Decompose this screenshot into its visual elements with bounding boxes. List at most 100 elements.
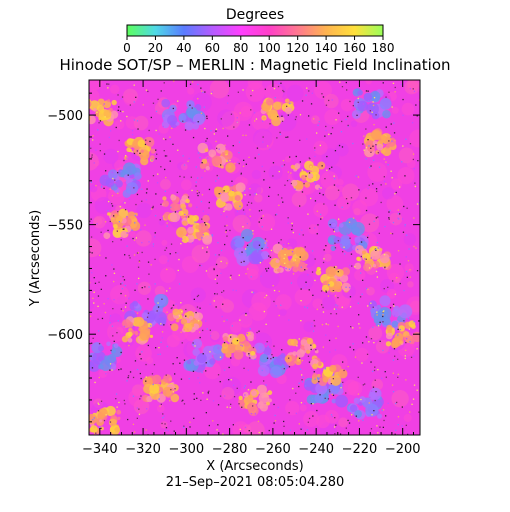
heatmap-pixel <box>258 210 261 212</box>
heatmap-cell <box>140 149 144 153</box>
heatmap-pixel <box>216 282 218 284</box>
heatmap-cell <box>199 162 206 169</box>
heatmap-pixel <box>406 338 408 340</box>
heatmap-cell <box>292 351 297 356</box>
heatmap-pixel <box>308 115 310 117</box>
heatmap-pixel <box>360 272 362 274</box>
heatmap-pixel <box>359 327 361 329</box>
heatmap-cell <box>220 165 224 169</box>
heatmap-pixel <box>109 315 112 317</box>
heatmap-pixel <box>345 392 347 394</box>
x-tick-label: −300 <box>168 442 204 457</box>
heatmap-pixel <box>300 266 302 268</box>
heatmap-pixel <box>384 267 386 269</box>
heatmap-pixel <box>357 248 359 251</box>
heatmap-pixel <box>206 328 208 330</box>
heatmap-pixel <box>132 395 135 397</box>
heatmap-pixel <box>164 155 167 157</box>
heatmap-pixel <box>180 302 182 304</box>
heatmap-pixel <box>160 323 162 325</box>
heatmap-pixel <box>92 419 94 421</box>
heatmap-pixel <box>389 209 391 212</box>
heatmap-cell <box>163 374 173 384</box>
heatmap-pixel <box>294 118 297 121</box>
heatmap-cell <box>330 375 342 386</box>
heatmap-pixel <box>107 298 109 300</box>
heatmap-pixel <box>360 241 363 243</box>
heatmap-pixel <box>416 203 419 205</box>
heatmap-cell <box>325 266 337 278</box>
heatmap-pixel <box>352 343 354 345</box>
heatmap-pixel <box>180 378 183 380</box>
heatmap-pixel <box>327 295 330 297</box>
heatmap-pixel <box>239 428 241 431</box>
heatmap-pixel <box>226 406 228 408</box>
heatmap-pixel <box>296 345 298 347</box>
heatmap-pixel <box>244 394 246 396</box>
heatmap-pixel <box>329 391 331 393</box>
heatmap-pixel <box>201 194 204 196</box>
heatmap-cell <box>94 197 112 215</box>
heatmap-pixel <box>338 218 340 220</box>
heatmap-pixel <box>322 194 324 196</box>
heatmap-cell <box>285 400 300 416</box>
heatmap-pixel <box>391 106 393 108</box>
heatmap-cell <box>378 134 388 145</box>
heatmap-pixel <box>160 341 162 343</box>
heatmap-cell <box>180 163 188 171</box>
heatmap-pixel <box>145 363 147 366</box>
heatmap-pixel <box>197 320 200 322</box>
heatmap-cell <box>113 224 118 229</box>
heatmap-pixel <box>374 366 376 368</box>
heatmap-pixel <box>316 210 318 212</box>
heatmap-pixel <box>98 281 100 283</box>
heatmap-pixel <box>261 247 263 250</box>
heatmap-cell <box>323 253 332 262</box>
heatmap-pixel <box>329 224 331 226</box>
heatmap-pixel <box>362 103 364 105</box>
heatmap-pixel <box>370 428 373 430</box>
heatmap-pixel <box>169 136 171 138</box>
heatmap-pixel <box>323 249 325 251</box>
heatmap-pixel <box>311 250 314 252</box>
heatmap-pixel <box>322 306 324 309</box>
heatmap-cell <box>365 80 372 85</box>
heatmap-pixel <box>368 145 370 147</box>
heatmap-cell <box>303 410 320 428</box>
heatmap-cell <box>224 149 229 155</box>
heatmap-pixel <box>158 347 160 349</box>
heatmap-pixel <box>182 155 184 157</box>
heatmap-pixel <box>266 270 268 272</box>
heatmap-pixel <box>383 310 385 312</box>
heatmap-pixel <box>192 342 194 344</box>
heatmap-pixel <box>167 430 169 432</box>
heatmap-pixel <box>412 153 415 155</box>
heatmap-pixel <box>193 393 195 395</box>
heatmap-pixel <box>416 389 418 391</box>
heatmap-pixel <box>337 240 339 242</box>
heatmap-pixel <box>298 338 300 340</box>
heatmap-pixel <box>170 206 172 208</box>
heatmap-pixel <box>124 202 126 204</box>
heatmap-cell <box>354 236 361 243</box>
heatmap-pixel <box>352 142 354 145</box>
heatmap-pixel <box>183 403 186 405</box>
y-tick-label: −600 <box>47 328 83 343</box>
heatmap-pixel <box>99 120 102 122</box>
heatmap-pixel <box>321 93 323 95</box>
heatmap-pixel <box>289 156 291 158</box>
heatmap-pixel <box>373 342 375 344</box>
heatmap-cell <box>98 345 105 352</box>
heatmap-pixel <box>394 86 396 89</box>
heatmap-pixel <box>111 205 114 207</box>
heatmap-pixel <box>265 268 267 270</box>
heatmap-pixel <box>368 402 370 404</box>
heatmap-pixel <box>230 113 233 115</box>
heatmap-pixel <box>397 376 399 378</box>
heatmap-pixel <box>226 319 228 321</box>
heatmap-pixel <box>136 252 139 254</box>
heatmap-pixel <box>207 392 209 395</box>
heatmap-pixel <box>278 314 280 317</box>
heatmap-pixel <box>164 249 166 251</box>
heatmap-pixel <box>185 308 187 311</box>
